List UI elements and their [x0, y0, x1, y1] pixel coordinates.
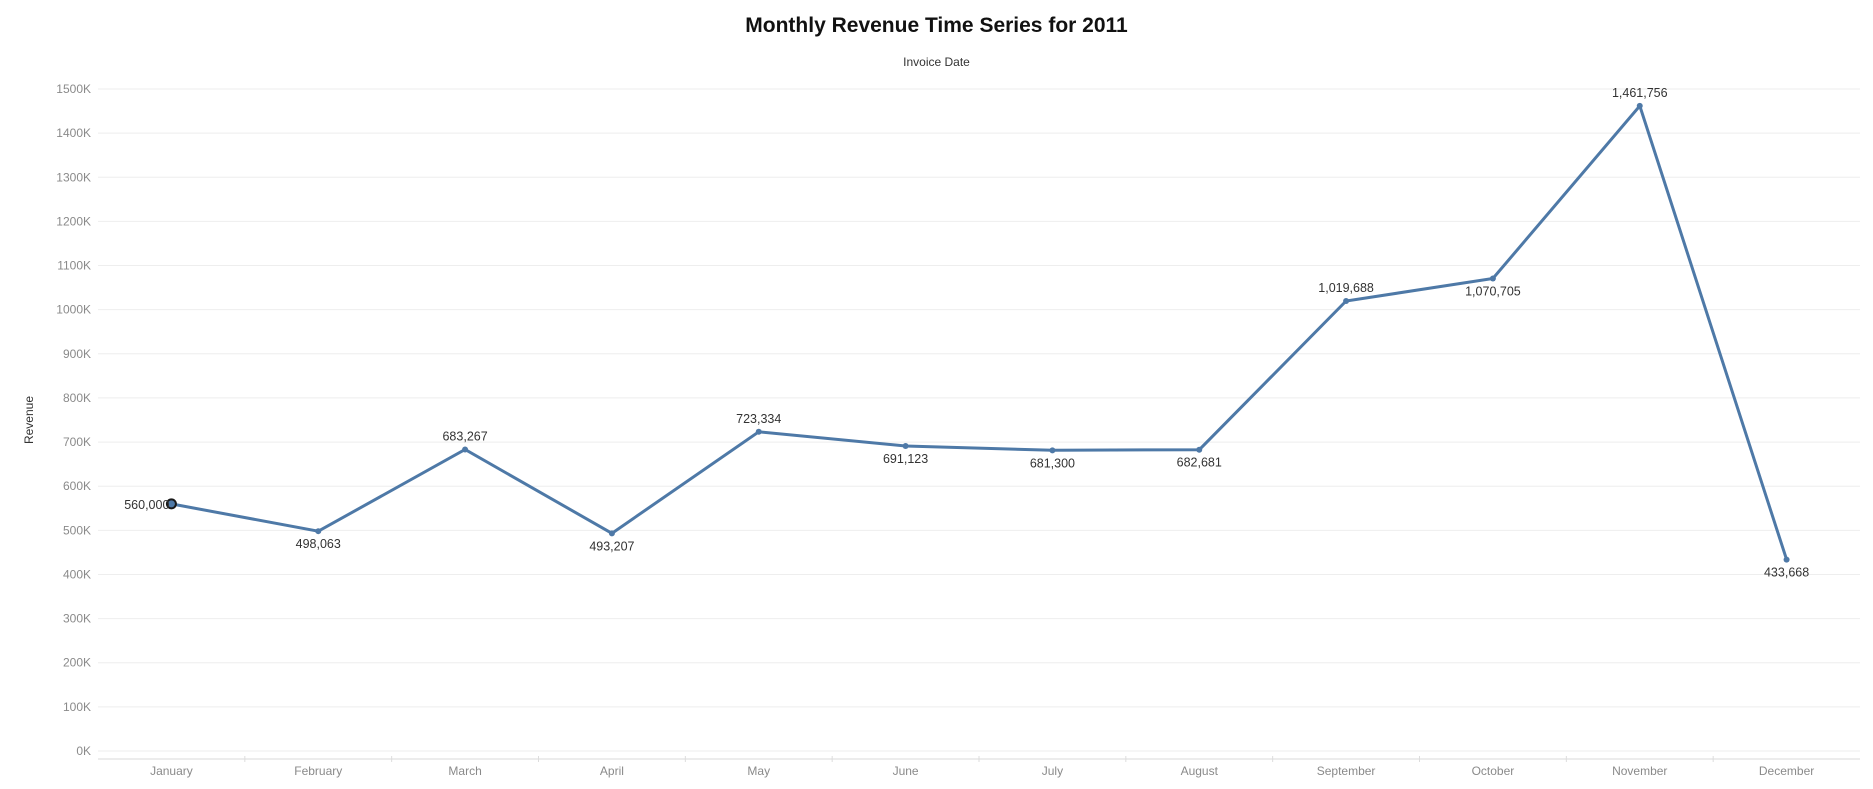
x-tick-label: June [893, 764, 919, 778]
y-axis-ticks: 0K 100K 200K 300K 400K 500K 600K 700K 800K 900K 10… [56, 82, 91, 758]
x-axis-ticks: January February March April May June July Augu… [150, 764, 1814, 778]
y-tick-label: 200K [63, 656, 91, 670]
x-tick-label: May [747, 764, 770, 778]
data-point [1196, 446, 1203, 453]
data-label: 493,207 [589, 539, 634, 553]
y-tick-label: 0K [76, 744, 91, 758]
x-tick-label: January [150, 764, 193, 778]
data-points [165, 102, 1790, 563]
y-axis-title: Revenue [22, 396, 36, 444]
data-point [1783, 556, 1790, 563]
data-label: 1,070,705 [1465, 284, 1521, 298]
data-point [902, 442, 909, 449]
y-tick-label: 1200K [56, 214, 91, 228]
data-point [1489, 275, 1496, 282]
data-label: 682,681 [1177, 456, 1222, 470]
data-label: 683,267 [442, 429, 487, 443]
data-point [1343, 297, 1350, 304]
gridlines [98, 88, 1860, 762]
data-label: 560,000 [124, 498, 169, 512]
x-tick-label: February [294, 764, 342, 778]
data-label: 1,019,688 [1318, 281, 1374, 295]
data-point [1049, 447, 1056, 454]
data-point [462, 446, 469, 453]
data-label: 498,063 [296, 537, 341, 551]
y-tick-label: 700K [63, 435, 91, 449]
x-tick-label: September [1317, 764, 1376, 778]
y-tick-label: 1500K [56, 82, 91, 96]
x-tick-label: March [448, 764, 481, 778]
y-tick-label: 300K [63, 612, 91, 626]
data-label: 681,300 [1030, 456, 1075, 470]
data-labels: 560,000 498,063 683,267 493,207 723,334 691,1… [124, 86, 1809, 580]
y-tick-label: 400K [63, 567, 91, 581]
x-tick-label: December [1759, 764, 1814, 778]
data-point [315, 528, 322, 535]
y-tick-label: 1400K [56, 126, 91, 140]
chart-title: Monthly Revenue Time Series for 2011 [745, 14, 1128, 37]
data-point [755, 428, 762, 435]
data-point [1636, 102, 1643, 109]
y-tick-label: 600K [63, 479, 91, 493]
y-tick-label: 100K [63, 700, 91, 714]
x-tick-label: April [600, 764, 624, 778]
y-tick-label: 1100K [57, 259, 91, 273]
y-tick-label: 900K [63, 347, 91, 361]
y-tick-label: 1300K [56, 170, 91, 184]
data-label: 433,668 [1764, 566, 1809, 580]
data-label: 723,334 [736, 412, 781, 426]
x-tick-label: August [1181, 764, 1219, 778]
y-tick-label: 500K [63, 523, 91, 537]
data-point [608, 530, 615, 537]
x-tick-label: July [1042, 764, 1063, 778]
revenue-series-line [171, 102, 1789, 561]
x-axis-title: Invoice Date [903, 55, 970, 69]
x-tick-label: October [1472, 764, 1515, 778]
y-tick-label: 1000K [56, 303, 91, 317]
data-label: 691,123 [883, 452, 928, 466]
x-tick-label: November [1612, 764, 1667, 778]
data-label: 1,461,756 [1612, 86, 1668, 100]
highlighted-data-point [165, 498, 177, 510]
y-tick-label: 800K [63, 391, 91, 405]
